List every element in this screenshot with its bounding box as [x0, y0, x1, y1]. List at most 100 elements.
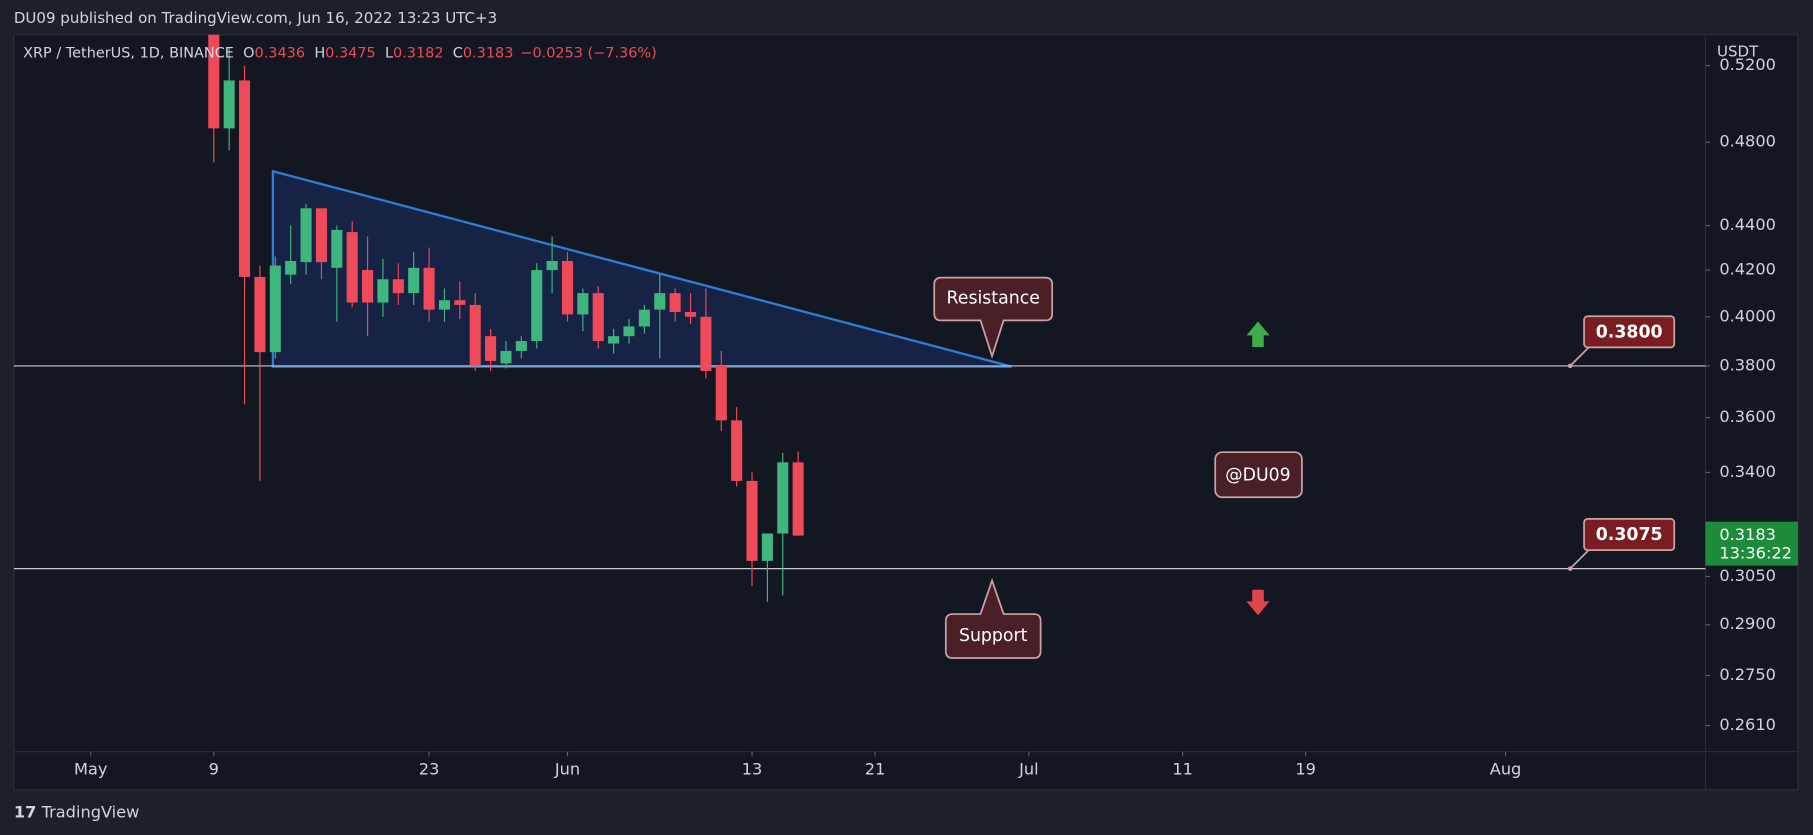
level-anchor: [1567, 363, 1573, 369]
candle-body: [285, 261, 297, 275]
callout-text: @DU09: [1225, 465, 1290, 485]
candle-body: [485, 336, 497, 361]
axis-unit: USDT: [1717, 43, 1759, 61]
down-arrow: [1246, 589, 1270, 616]
symbol: XRP / TetherUS, 1D, BINANCE: [23, 45, 234, 61]
callout-text: Resistance: [947, 288, 1040, 308]
y-tick-label: 0.3050: [1719, 566, 1776, 585]
candle-body: [731, 420, 743, 481]
ohlc-key: O: [243, 45, 254, 61]
level-anchor: [1567, 566, 1573, 571]
y-tick-label: 0.4000: [1719, 306, 1776, 325]
x-tick-label: 21: [865, 760, 886, 779]
countdown: 13:36:22: [1719, 544, 1792, 563]
candle-body: [392, 279, 404, 294]
candle-body: [669, 293, 681, 313]
ohlc-value: 0.3436: [255, 45, 306, 61]
support-callout: Support: [944, 577, 1042, 659]
callout-box: [1214, 451, 1303, 499]
candle-body: [315, 208, 327, 263]
x-tick-label: Jun: [554, 760, 580, 779]
ohlc-key: C: [453, 45, 463, 61]
ohlc-value: 0.3183: [463, 45, 514, 61]
candle-body: [777, 462, 789, 534]
chart-pane: [13, 34, 1799, 791]
candle-body: [746, 480, 758, 561]
callout-text: Support: [959, 626, 1028, 646]
y-tick-label: 0.2750: [1719, 665, 1776, 684]
candle-body: [346, 232, 358, 303]
resistance-callout: Resistance: [933, 276, 1054, 360]
candle-body: [223, 80, 235, 129]
candle-body: [638, 309, 650, 327]
candle-body: [608, 336, 620, 344]
ohlc-value: 0.3182: [393, 45, 444, 61]
change: −0.0253 (−7.36%): [520, 45, 656, 61]
x-tick-label: 9: [209, 760, 219, 779]
level-label-box: [1583, 518, 1676, 551]
y-tick-label: 0.3400: [1719, 462, 1776, 481]
candle-body: [700, 316, 712, 371]
candle-body: [300, 208, 312, 263]
x-tick-label: Aug: [1490, 760, 1522, 779]
candle-body: [577, 293, 589, 315]
candle-body: [377, 279, 389, 303]
candle-body: [561, 261, 574, 315]
plot: [13, 34, 1706, 602]
candle-body: [239, 80, 251, 277]
candle-body: [362, 270, 374, 303]
ohlc-key: H: [314, 45, 325, 61]
y-tick-label: 0.3800: [1719, 355, 1776, 374]
candle-body: [500, 350, 512, 364]
candle-body: [469, 304, 481, 366]
candle-body: [331, 229, 343, 268]
y-tick-label: 0.4800: [1719, 132, 1776, 151]
callout-box: [944, 577, 1042, 659]
candle-body: [438, 300, 450, 310]
y-tick-label: 0.4400: [1719, 215, 1776, 234]
x-tick-label: 23: [419, 760, 440, 779]
ohlc-value: 0.3475: [325, 45, 376, 61]
callout-box: [933, 276, 1054, 360]
y-tick-label: 0.5200: [1719, 55, 1776, 74]
last-price-label: 0.3183: [1719, 525, 1776, 544]
candle-body: [408, 267, 420, 294]
y-tick-label: 0.4200: [1719, 260, 1776, 279]
x-tick-label: 13: [742, 760, 763, 779]
y-tick-label: 0.3600: [1719, 407, 1776, 426]
candle-body: [546, 261, 558, 271]
footer: TradingView: [41, 802, 140, 821]
candle-body: [684, 312, 697, 317]
level-label: 0.3075: [1596, 525, 1663, 545]
candle-body: [654, 293, 666, 310]
candle-body: [761, 533, 773, 561]
candle-body: [423, 267, 435, 310]
candle-body: [592, 293, 604, 342]
level-label: 0.3800: [1596, 322, 1663, 342]
x-tick-label: 19: [1295, 760, 1316, 779]
x-tick-label: Jul: [1018, 760, 1039, 779]
candle-body: [269, 265, 281, 353]
candle-body: [254, 276, 266, 353]
candle-body: [715, 365, 727, 421]
candle-body: [454, 300, 466, 305]
last-price-tag: [1705, 521, 1798, 566]
candle-body: [208, 34, 220, 129]
candle-body: [515, 341, 527, 351]
logo-mark: 17: [14, 802, 37, 821]
level-pointer: [1569, 344, 1592, 367]
candle-body: [531, 270, 543, 342]
up-arrow: [1246, 321, 1270, 347]
level-pointer: [1569, 547, 1592, 570]
candle-body: [792, 462, 804, 536]
x-tick-label: 11: [1172, 760, 1193, 779]
x-tick-label: May: [74, 760, 108, 779]
candle-body: [623, 326, 635, 337]
level-label-box: [1583, 315, 1676, 349]
legend: XRP / TetherUS, 1D, BINANCE O0.3436 H0.347…: [23, 45, 657, 61]
y-tick-label: 0.2610: [1719, 715, 1776, 734]
author-callout: @DU09: [1214, 451, 1303, 499]
ohlc-key: L: [385, 45, 393, 61]
y-tick-label: 0.2900: [1719, 614, 1776, 633]
